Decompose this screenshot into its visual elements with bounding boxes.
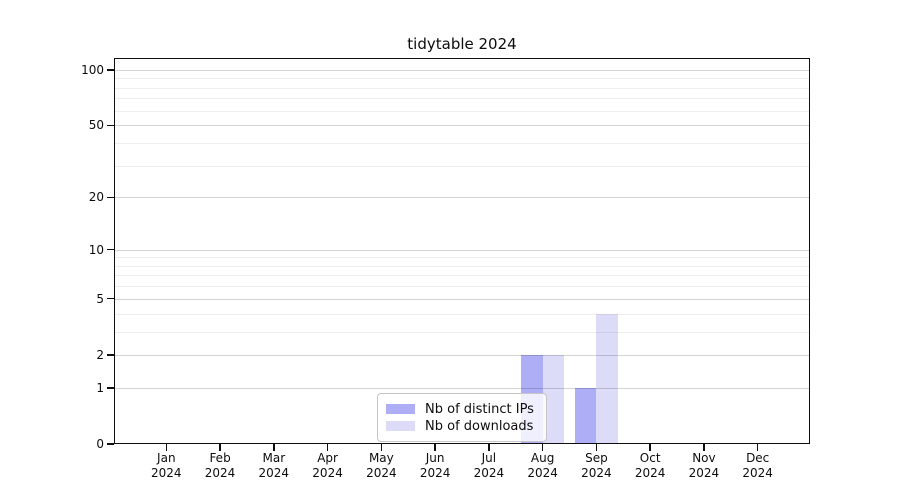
y-tick-label: 100 — [81, 62, 104, 77]
y-tick-label: 2 — [96, 347, 104, 362]
gridline-major — [114, 125, 810, 127]
bar-downloads-sep — [596, 313, 618, 444]
legend-swatch-distinct-ips — [386, 404, 415, 414]
y-tick-mark — [106, 387, 114, 389]
x-tick-mark — [165, 444, 167, 451]
legend-label-distinct-ips: Nb of distinct IPs — [425, 401, 534, 417]
legend-item-distinct-ips: Nb of distinct IPs — [386, 401, 538, 417]
gridline-major — [114, 249, 810, 251]
legend-item-downloads: Nb of downloads — [386, 418, 538, 434]
x-tick-label: Mar 2024 — [258, 451, 290, 480]
gridline-major — [114, 354, 810, 356]
gridline-minor — [114, 257, 810, 259]
y-tick-label: 50 — [88, 118, 104, 133]
x-tick-label: May 2024 — [366, 451, 397, 480]
x-tick-mark — [541, 444, 544, 451]
legend-swatch-downloads — [386, 421, 415, 431]
chart-title: tidytable 2024 — [407, 35, 517, 53]
gridline-major — [114, 197, 810, 199]
y-tick-mark — [106, 124, 114, 126]
x-tick-label: Oct 2024 — [634, 451, 666, 480]
x-tick-mark — [273, 444, 275, 451]
gridline-minor — [114, 165, 810, 167]
gridlines-layer — [114, 58, 810, 444]
x-tick-label: Feb 2024 — [204, 451, 236, 480]
gridline-minor — [114, 87, 810, 89]
gridline-minor — [114, 286, 810, 288]
x-tick-mark — [703, 444, 705, 451]
legend: Nb of distinct IPs Nb of downloads — [377, 393, 547, 442]
gridline-minor — [114, 78, 810, 80]
x-tick-label: Jan 2024 — [151, 451, 182, 480]
x-tick-mark — [649, 444, 651, 451]
x-tick-label: Nov 2024 — [688, 451, 720, 480]
x-tick-mark — [595, 444, 598, 451]
bar-downloads-aug — [542, 354, 565, 444]
gridline-major — [114, 298, 810, 300]
x-tick-label: Jul 2024 — [473, 451, 505, 480]
gridline-minor — [114, 331, 810, 333]
x-tick-mark — [488, 444, 490, 451]
y-tick-label: 10 — [88, 242, 104, 257]
y-tick-label: 1 — [96, 380, 104, 395]
x-tick-label: Apr 2024 — [312, 451, 343, 480]
y-tick-label: 20 — [88, 190, 104, 205]
gridline-minor — [114, 98, 810, 100]
gridline-minor — [114, 313, 810, 315]
x-tick-mark — [757, 444, 759, 451]
legend-label-downloads: Nb of downloads — [425, 418, 534, 434]
x-tick-label: Sep 2024 — [581, 451, 612, 480]
gridline-minor — [114, 110, 810, 112]
gridline-major — [114, 387, 810, 389]
gridline-minor — [114, 142, 810, 144]
x-tick-mark — [326, 444, 329, 451]
bar-distinct-ips-sep — [574, 387, 597, 444]
y-tick-mark — [106, 443, 114, 445]
x-tick-label: Aug 2024 — [527, 451, 558, 480]
y-tick-label: 5 — [96, 291, 104, 306]
y-tick-mark — [106, 298, 114, 300]
x-tick-mark — [380, 444, 383, 451]
x-tick-mark — [219, 444, 221, 451]
gridline-minor — [114, 275, 810, 277]
y-tick-mark — [106, 69, 114, 71]
x-tick-mark — [434, 444, 436, 451]
x-tick-label: Dec 2024 — [742, 451, 773, 480]
x-tick-label: Jun 2024 — [419, 451, 451, 480]
y-tick-mark — [106, 196, 114, 198]
plot-area: Nb of distinct IPs Nb of downloads — [114, 58, 810, 444]
y-tick-label: 0 — [96, 437, 104, 451]
y-tick-mark — [106, 248, 114, 251]
y-tick-mark — [106, 354, 114, 356]
gridline-minor — [114, 265, 810, 267]
gridline-major — [114, 69, 810, 71]
